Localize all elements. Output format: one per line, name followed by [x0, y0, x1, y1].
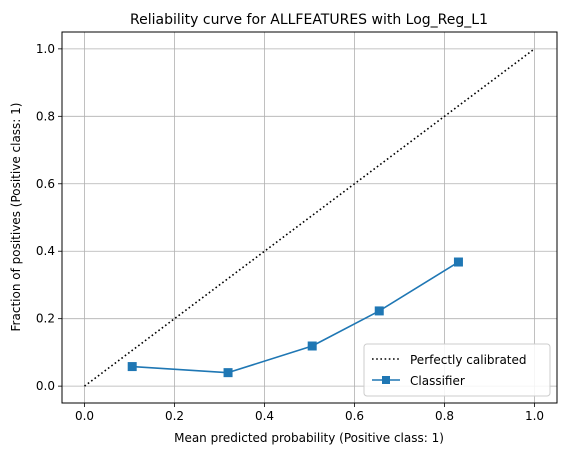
y-tick-label: 1.0: [36, 42, 55, 56]
x-tick-label: 0.0: [75, 409, 94, 423]
legend-label-classifier: Classifier: [410, 374, 465, 388]
classifier-point: [223, 368, 233, 378]
x-tick-label: 0.2: [165, 409, 184, 423]
x-tick-label: 0.8: [435, 409, 454, 423]
series-layer: [84, 48, 535, 387]
x-tick-label: 1.0: [525, 409, 544, 423]
x-axis-label: Mean predicted probability (Positive cla…: [174, 431, 444, 445]
classifier-point: [453, 257, 463, 267]
classifier-point: [127, 362, 137, 372]
y-tick-label: 0.4: [36, 244, 55, 258]
legend-box: [363, 343, 551, 397]
perfectly-calibrated-line: [84, 48, 535, 387]
x-tick-label: 0.6: [345, 409, 364, 423]
axis-ticks: 0.0 0.2 0.4 0.6 0.8 1.0 0.0 0.2 0.4 0.6 0.8 1.0: [36, 42, 544, 423]
y-tick-label: 0.2: [36, 312, 55, 326]
y-tick-label: 0.0: [36, 379, 55, 393]
legend-label-perfectly-calibrated: Perfectly calibrated: [410, 353, 527, 367]
legend: Perfectly calibrated Classifier: [363, 343, 551, 397]
chart-title: Reliability curve for ALLFEATURES with L…: [130, 12, 488, 28]
grid: [62, 32, 557, 403]
plot-frame: [61, 31, 558, 404]
x-tick-label: 0.4: [255, 409, 274, 423]
classifier-point: [307, 341, 317, 351]
classifier-point: [374, 306, 384, 316]
y-tick-label: 0.6: [36, 177, 55, 191]
legend-square-marker: [382, 376, 390, 384]
y-axis-label: Fraction of positives (Positive class: 1…: [9, 103, 23, 332]
y-tick-label: 0.8: [36, 109, 55, 123]
